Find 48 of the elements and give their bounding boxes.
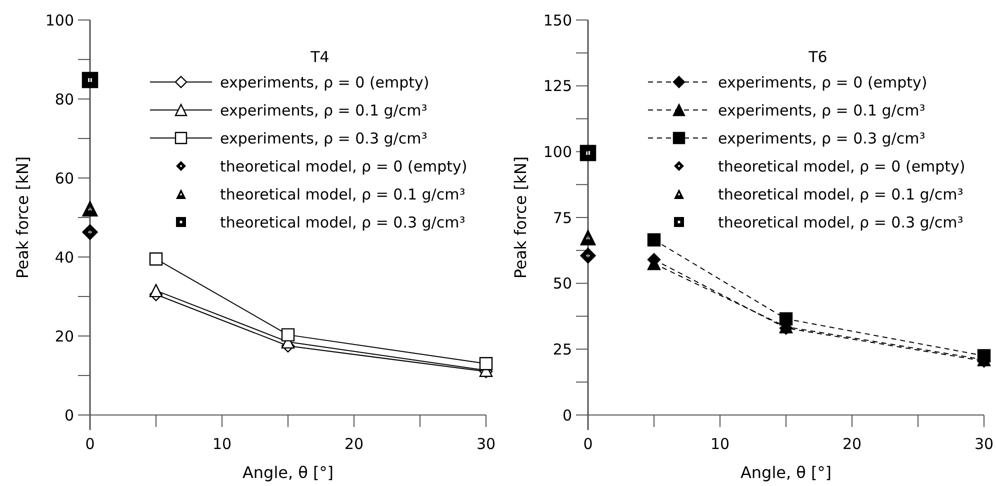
legend-label: experiments, ρ = 0.1 g/cm³ — [220, 101, 428, 120]
x-tick-label: 20 — [344, 435, 364, 453]
y-tick-label: 100 — [45, 11, 74, 30]
legend-label: experiments, ρ = 0 (empty) — [718, 73, 928, 92]
x-tick-label: 30 — [974, 435, 994, 453]
y-tick-label: 100 — [543, 142, 572, 161]
y-tick-label: 50 — [552, 274, 572, 293]
x-tick-label: 30 — [476, 435, 496, 453]
x-tick-label: 10 — [212, 435, 232, 453]
x-tick-label: 0 — [583, 435, 593, 453]
y-tick-label: 40 — [54, 248, 74, 266]
y-tick-label: 150 — [543, 11, 572, 30]
point — [479, 357, 493, 370]
y-tick-label: 20 — [54, 327, 74, 346]
y-tick-label: 75 — [552, 208, 572, 227]
x-tick-label: 20 — [842, 435, 862, 453]
point — [82, 224, 98, 240]
legend-label: theoretical model, ρ = 0 (empty) — [718, 157, 966, 176]
x-axis-title: Angle, θ [°] — [242, 463, 334, 482]
legend-label: experiments, ρ = 0.3 g/cm³ — [718, 129, 926, 148]
legend-title: T4 — [310, 48, 330, 66]
point — [149, 252, 163, 266]
point — [977, 349, 991, 362]
legend-label: experiments, ρ = 0.1 g/cm³ — [718, 101, 926, 120]
x-tick-label: 10 — [710, 435, 730, 453]
y-axis-title: Peak force [kN] — [13, 156, 32, 279]
y-tick-label: 125 — [543, 77, 572, 96]
legend-label: experiments, ρ = 0 (empty) — [220, 73, 430, 92]
point — [779, 312, 793, 326]
y-tick-label: 25 — [552, 340, 572, 358]
legend-label: theoretical model, ρ = 0.1 g/cm³ — [718, 185, 964, 204]
legend-label: experiments, ρ = 0.3 g/cm³ — [220, 129, 428, 148]
legend-label: theoretical model, ρ = 0 (empty) — [220, 157, 468, 176]
y-tick-label: 0 — [64, 406, 74, 424]
legend-label: theoretical model, ρ = 0.1 g/cm³ — [220, 185, 466, 204]
legend-label: theoretical model, ρ = 0.3 g/cm³ — [718, 213, 964, 232]
point — [281, 328, 295, 342]
legend-title: T6 — [808, 48, 828, 66]
point — [149, 284, 163, 298]
x-axis-title: Angle, θ [°] — [740, 463, 832, 482]
legend-label: theoretical model, ρ = 0.3 g/cm³ — [220, 213, 466, 232]
point — [647, 233, 661, 246]
x-tick-label: 0 — [85, 435, 95, 453]
y-tick-label: 80 — [54, 90, 74, 108]
y-tick-label: 0 — [562, 406, 572, 424]
point — [580, 229, 596, 246]
y-axis-title: Peak force [kN] — [511, 156, 530, 279]
y-tick-label: 60 — [54, 169, 74, 188]
